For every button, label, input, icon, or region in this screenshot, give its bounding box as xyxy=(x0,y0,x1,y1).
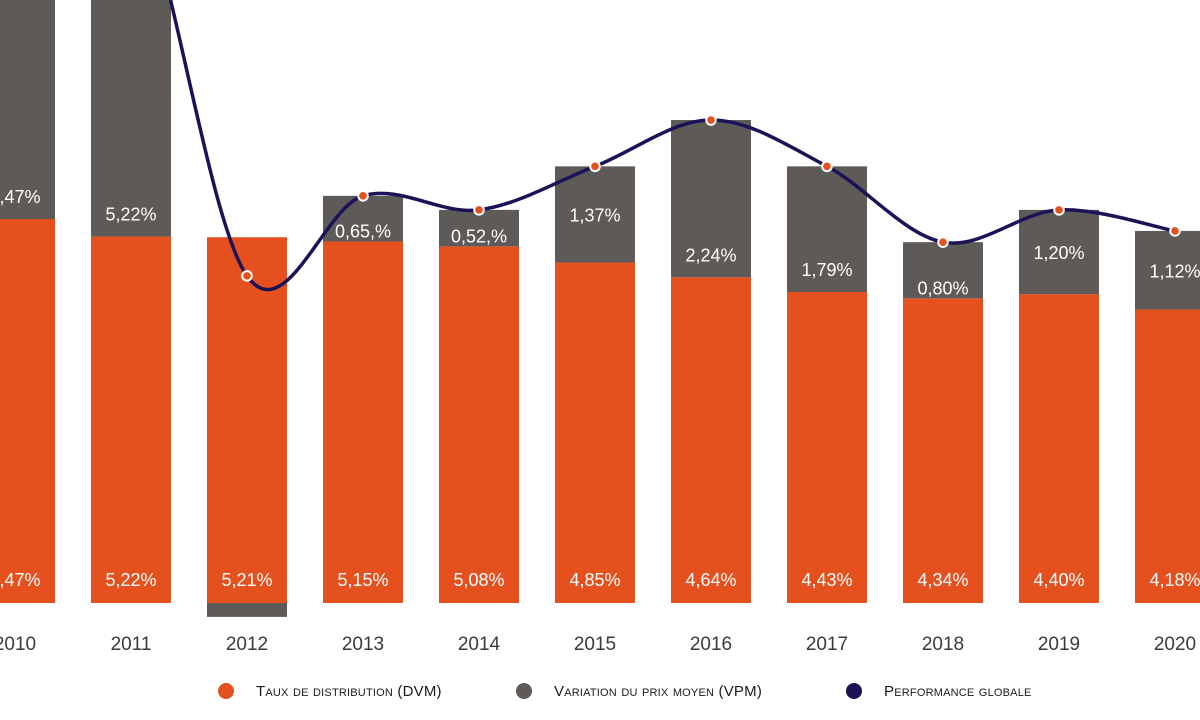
label-dvm-2020: 4,18% xyxy=(1149,570,1200,590)
label-layer: 5,47% 5,47% 5,22% 5,22% 5,21% 5,15% 0,65,% 5,08… xyxy=(0,187,1200,590)
legend-swatch-performance xyxy=(846,683,862,699)
tick-label-2019: 2019 xyxy=(1038,634,1080,655)
bar-vpm-2011 xyxy=(91,0,171,237)
tick-label-2020: 2020 xyxy=(1154,634,1196,655)
tick-label-2016: 2016 xyxy=(690,634,732,655)
bar-dvm-2019 xyxy=(1019,294,1099,603)
tick-label-2013: 2013 xyxy=(342,634,384,655)
tick-label-2011: 2011 xyxy=(111,634,152,655)
label-vpm-2019: 1,20% xyxy=(1033,243,1084,263)
performance-line-layer xyxy=(168,0,1181,292)
x-axis: 2010 2011 2012 2013 2014 2015 2016 2017 2018 2019… xyxy=(0,634,1196,655)
performance-point-2013 xyxy=(357,190,369,202)
performance-point-2017 xyxy=(821,160,833,173)
label-vpm-2015: 1,37% xyxy=(569,205,620,225)
label-vpm-2010: 5,47% xyxy=(0,187,41,207)
label-vpm-2011: 5,22% xyxy=(105,205,156,225)
performance-point-2016 xyxy=(705,114,717,126)
label-vpm-2018: 0,80% xyxy=(917,278,968,298)
tick-label-2012: 2012 xyxy=(226,634,268,655)
bar-dvm-2014 xyxy=(439,246,519,603)
bar-vpm-2019 xyxy=(1019,209,1099,295)
bar-vpm-2017 xyxy=(787,166,867,293)
tick-label-2015: 2015 xyxy=(574,634,616,655)
legend-item-vpm: Variation du prix moyen (VPM) xyxy=(516,678,762,704)
label-dvm-2016: 4,64% xyxy=(685,570,736,590)
bar-dvm-2016 xyxy=(671,277,751,603)
label-dvm-2012: 5,21% xyxy=(221,570,272,590)
bar-vpm-2018 xyxy=(903,242,983,299)
label-dvm-2017: 4,43% xyxy=(801,570,852,590)
performance-point-2014 xyxy=(473,204,485,216)
performance-point-2020 xyxy=(1169,225,1181,237)
bar-dvm-2020 xyxy=(1135,309,1200,603)
bar-dvm-2017 xyxy=(787,292,867,603)
label-dvm-2010: 5,47% xyxy=(0,570,41,590)
bar-dvm-2013 xyxy=(323,241,403,603)
bar-dvm-2015 xyxy=(555,262,635,603)
legend-item-dvm: Taux de distribution (DVM) xyxy=(218,678,442,704)
legend-label-dvm: Taux de distribution (DVM) xyxy=(256,682,442,700)
legend-swatch-dvm xyxy=(218,683,234,699)
tick-label-2018: 2018 xyxy=(922,634,964,655)
bar-vpm-2016 xyxy=(671,120,751,278)
tick-label-2010: 2010 xyxy=(0,634,36,655)
bar-vpm-2012 xyxy=(207,603,287,617)
performance-point-2018 xyxy=(937,236,949,248)
bar-vpm-2010 xyxy=(0,0,55,220)
label-dvm-2011: 5,22% xyxy=(105,570,156,590)
bar-dvm-2010 xyxy=(0,219,55,604)
bar-layer xyxy=(0,0,1200,617)
performance-point-2019 xyxy=(1053,204,1065,216)
legend: Taux de distribution (DVM) Variation du … xyxy=(0,678,1200,704)
bar-dvm-2018 xyxy=(903,298,983,603)
legend-item-performance: Performance globale xyxy=(846,678,1032,704)
bar-dvm-2012 xyxy=(207,237,287,603)
label-dvm-2019: 4,40% xyxy=(1033,570,1084,590)
bar-vpm-2014 xyxy=(439,209,519,247)
label-vpm-2014: 0,52,% xyxy=(451,226,507,246)
legend-label-performance: Performance globale xyxy=(884,682,1032,700)
performance-point-2015 xyxy=(589,160,601,173)
label-vpm-2020: 1,12% xyxy=(1149,261,1200,281)
legend-label-vpm: Variation du prix moyen (VPM) xyxy=(554,682,763,700)
label-dvm-2014: 5,08% xyxy=(453,570,504,590)
legend-swatch-vpm xyxy=(516,683,532,699)
tick-label-2017: 2017 xyxy=(806,634,848,655)
label-dvm-2013: 5,15% xyxy=(337,570,388,590)
tick-label-2014: 2014 xyxy=(458,634,501,655)
label-dvm-2018: 4,34% xyxy=(917,570,968,590)
bar-vpm-2015 xyxy=(555,166,635,263)
label-vpm-2013: 0,65,% xyxy=(335,221,391,241)
label-vpm-2017: 1,79% xyxy=(801,260,852,280)
performance-point-2012 xyxy=(241,270,253,282)
bar-dvm-2011 xyxy=(91,236,171,603)
label-vpm-2016: 2,24% xyxy=(685,245,736,265)
bar-vpm-2020 xyxy=(1135,230,1200,310)
label-dvm-2015: 4,85% xyxy=(569,570,620,590)
